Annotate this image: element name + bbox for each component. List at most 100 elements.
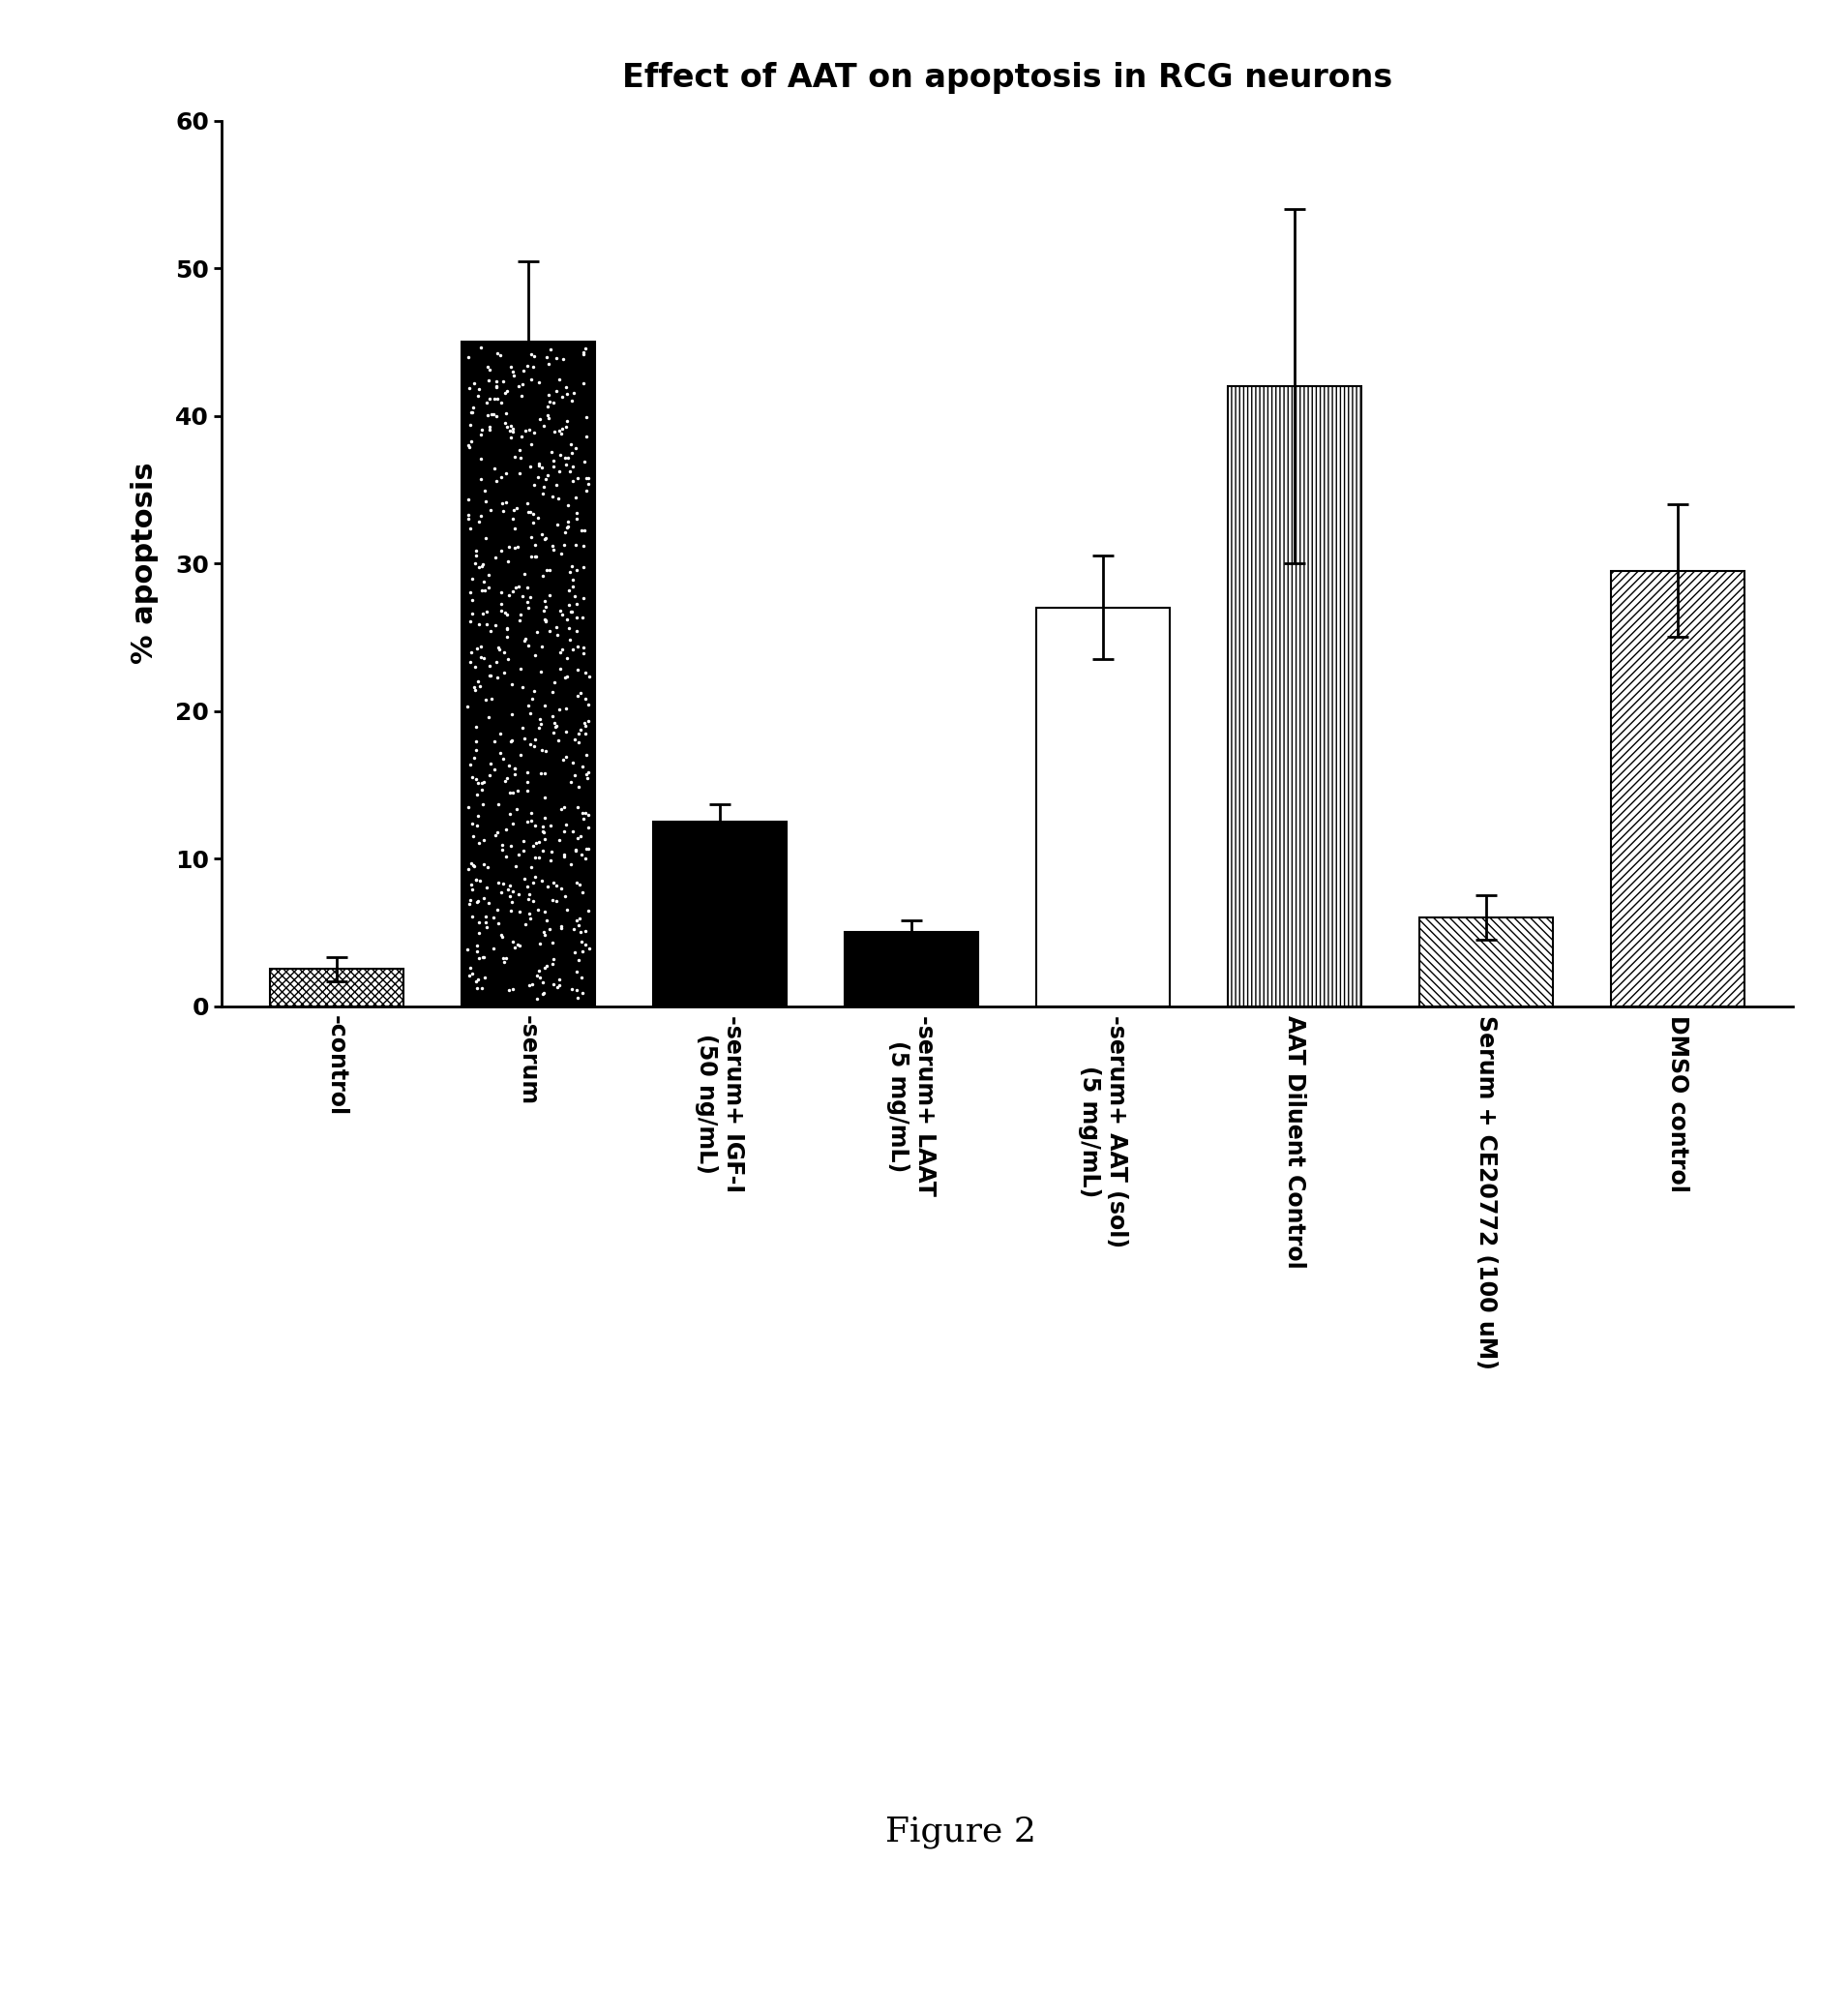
Bar (1037, 608, 1170, 1006)
Point (464, 964, 493, 996)
Point (523, 893, 553, 926)
Point (480, 724, 510, 757)
Point (556, 437, 586, 469)
Point (475, 759, 505, 791)
Point (495, 414, 525, 447)
Point (571, 332, 601, 364)
Point (466, 332, 495, 364)
Point (508, 354, 538, 386)
Point (469, 475, 499, 507)
Point (571, 843, 601, 875)
Point (486, 594, 516, 626)
Point (468, 573, 497, 606)
Point (532, 950, 562, 982)
Point (558, 549, 588, 581)
Point (516, 429, 545, 461)
Point (538, 700, 567, 732)
Point (460, 674, 490, 706)
Point (543, 724, 573, 757)
Point (492, 598, 521, 630)
Point (523, 841, 553, 873)
Point (525, 447, 554, 479)
Point (510, 624, 540, 656)
Point (530, 781, 560, 813)
Point (486, 386, 516, 418)
Point (527, 630, 556, 662)
Point (525, 402, 554, 435)
Point (479, 932, 508, 964)
Point (564, 982, 593, 1014)
Point (541, 342, 571, 374)
Point (551, 660, 580, 692)
Point (475, 495, 505, 527)
Point (497, 724, 527, 757)
Point (532, 553, 562, 585)
Point (499, 503, 529, 535)
Point (556, 767, 586, 799)
Point (455, 577, 484, 610)
Point (464, 827, 493, 859)
Point (473, 364, 503, 396)
Point (547, 416, 577, 449)
Point (547, 380, 577, 412)
Point (456, 408, 486, 441)
Point (505, 443, 534, 475)
Point (488, 829, 517, 861)
Point (499, 495, 529, 527)
Point (551, 879, 580, 911)
Point (466, 630, 495, 662)
Point (482, 382, 512, 414)
Point (564, 869, 593, 901)
Point (547, 600, 577, 632)
Point (569, 706, 599, 738)
Point (556, 455, 586, 487)
Point (545, 455, 575, 487)
Point (512, 571, 541, 604)
Point (488, 867, 517, 899)
Point (540, 416, 569, 449)
Point (538, 386, 567, 418)
Point (484, 634, 514, 666)
Point (501, 851, 530, 883)
Point (479, 453, 508, 485)
Point (516, 495, 545, 527)
Point (468, 767, 497, 799)
Bar (845, 932, 978, 1006)
Point (564, 463, 593, 495)
Point (534, 348, 564, 380)
Point (458, 396, 488, 429)
Point (562, 616, 591, 648)
Point (505, 895, 534, 928)
Point (573, 757, 602, 789)
Point (529, 559, 558, 592)
Point (547, 909, 577, 942)
Bar (1419, 917, 1552, 1006)
Point (519, 867, 549, 899)
Point (495, 797, 525, 829)
Point (530, 463, 560, 495)
Point (468, 972, 497, 1004)
Point (499, 412, 529, 445)
Point (455, 960, 484, 992)
Point (519, 340, 549, 372)
Bar (1611, 571, 1745, 1006)
Point (527, 734, 556, 767)
Point (521, 982, 551, 1014)
Point (521, 841, 551, 873)
Bar (1227, 386, 1362, 1006)
Point (495, 831, 525, 863)
Point (460, 366, 490, 398)
Point (547, 911, 577, 944)
Point (573, 463, 602, 495)
Point (556, 596, 586, 628)
Point (456, 847, 486, 879)
Point (475, 382, 505, 414)
Point (540, 666, 569, 698)
Point (565, 926, 595, 958)
Point (519, 829, 549, 861)
Point (538, 867, 567, 899)
Point (486, 875, 516, 907)
Point (565, 915, 595, 948)
Point (464, 551, 493, 583)
Point (538, 437, 567, 469)
